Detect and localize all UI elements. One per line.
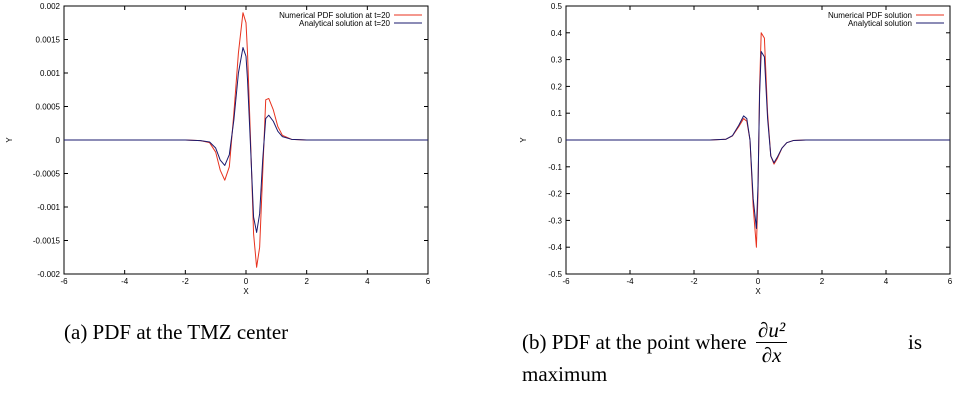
chart-b-x-axis-label: X — [755, 287, 761, 296]
chart-a-series-line-1 — [64, 12, 428, 268]
chart-b-y-tick-label: -0.2 — [548, 190, 562, 199]
caption-b-is: is — [908, 330, 923, 354]
chart-a-series-line-2 — [64, 47, 428, 233]
chart-b-x-tick-label: 6 — [948, 277, 953, 286]
chart-b-y-tick-label: -0.5 — [548, 270, 562, 279]
chart-b-y-tick-label: 0.1 — [551, 109, 563, 118]
chart-a-legend-label-1: Numerical PDF solution at t=20 — [279, 11, 390, 20]
caption-b-fraction-denominator: ∂x — [761, 343, 782, 367]
chart-b: -6 -4 -2 0 2 4 6 -0.5 -0.4 -0.3 -0.2 -0.1 0 0.1 0.2 0.3… — [519, 2, 953, 296]
chart-a-y-tick-label: -0.001 — [37, 203, 60, 212]
chart-a: -6 -4 -2 0 2 4 6 -0.002 -0.0015 -0.001 -0.0005 0 0.0… — [5, 2, 431, 296]
chart-a-y-tick-label: 0.001 — [40, 69, 61, 78]
chart-b-y-tick-label: 0.3 — [551, 56, 563, 65]
chart-b-y-tick-label: 0 — [558, 136, 563, 145]
caption-b-line2: maximum — [522, 362, 608, 386]
chart-a-y-axis-label: Y — [5, 137, 14, 143]
chart-b-x-tick-label: 2 — [820, 277, 825, 286]
chart-a-y-tick-label: 0 — [56, 136, 61, 145]
chart-a-x-tick-label: 0 — [244, 277, 249, 286]
chart-b-legend-label-2: Analytical solution — [848, 19, 912, 28]
chart-a-y-tick-label: -0.002 — [37, 270, 60, 279]
caption-a: (a) PDF at the TMZ center — [64, 320, 289, 344]
chart-b-y-tick-label: -0.3 — [548, 216, 562, 225]
chart-b-y-tick-label: 0.5 — [551, 2, 563, 11]
chart-b-y-tick-label: -0.1 — [548, 163, 562, 172]
chart-b-legend-label-1: Numerical PDF solution — [828, 11, 912, 20]
chart-a-x-axis-label: X — [243, 287, 249, 296]
chart-b-x-tick-label: -6 — [562, 277, 570, 286]
chart-b-y-tick-label: 0.2 — [551, 82, 563, 91]
chart-a-y-tick-label: -0.0015 — [33, 237, 61, 246]
chart-a-y-tick-label: -0.0005 — [33, 170, 61, 179]
chart-a-x-tick-label: 6 — [426, 277, 431, 286]
caption-b-fraction-numerator: ∂u² — [756, 318, 788, 343]
chart-a-legend-label-2: Analytical solution at t=20 — [299, 19, 390, 28]
chart-b-x-tick-label: -4 — [626, 277, 634, 286]
chart-b-y-tick-label: -0.4 — [548, 243, 562, 252]
caption-b-line1: (b) PDF at the point where — [522, 330, 747, 354]
chart-b-y-tick-label: 0.4 — [551, 29, 563, 38]
chart-b-x-tick-label: 0 — [756, 277, 761, 286]
chart-b-x-tick-label: 4 — [884, 277, 889, 286]
chart-a-x-tick-label: 4 — [365, 277, 370, 286]
chart-b-y-axis-label: Y — [519, 137, 528, 143]
chart-b-x-tick-label: -2 — [690, 277, 698, 286]
chart-a-y-tick-label: 0.0005 — [36, 103, 61, 112]
caption-b-fraction: ∂u² ∂x — [756, 318, 788, 367]
chart-a-x-tick-label: -4 — [121, 277, 129, 286]
chart-a-x-tick-label: -2 — [182, 277, 190, 286]
chart-a-x-tick-label: -6 — [60, 277, 68, 286]
chart-a-y-tick-label: 0.002 — [40, 2, 61, 11]
chart-a-x-tick-label: 2 — [304, 277, 309, 286]
chart-b-series-line-2 — [566, 51, 950, 229]
chart-a-y-tick-label: 0.0015 — [36, 36, 61, 45]
